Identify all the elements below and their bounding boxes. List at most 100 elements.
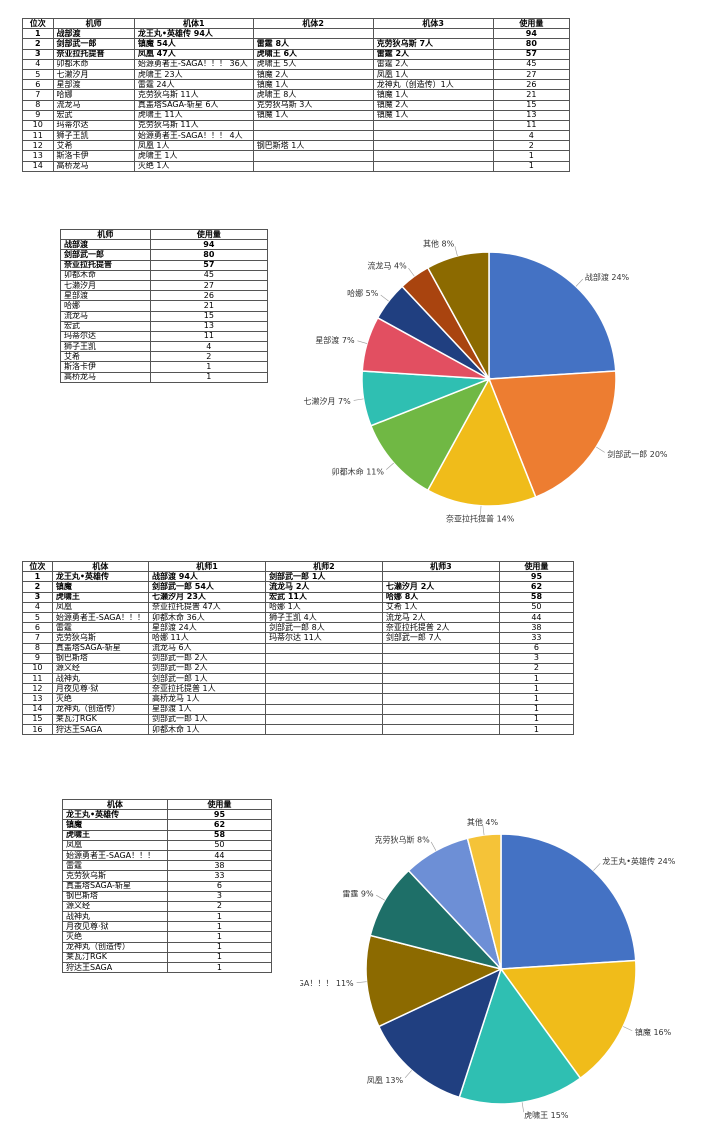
table-header-row: 机师 使用量 [60, 228, 269, 241]
table-cell: 1 [498, 713, 575, 726]
column-header: 使用量 [166, 798, 273, 811]
table-cell: 战神丸 [51, 673, 149, 685]
table-cell: 玛蒂尔达 [60, 330, 151, 343]
table-row: 6 星部渡 雷霆 24人 镇魔 1人 龙神丸（创造传）1人 26 [22, 79, 571, 91]
table-cell [372, 150, 494, 162]
table-row: 5 始源勇者王-SAGA！！！ 卯都木命 36人 狮子王凯 4人 流龙马 2人 44 [22, 611, 575, 624]
table-cell: 38 [498, 622, 575, 634]
table-cell: 50 [166, 839, 273, 851]
table-row: 15 莱瓦汀RGK 剑部武一郎 1人 1 [22, 713, 575, 726]
table-cell: 克劳狄乌斯 3人 [252, 99, 374, 111]
table-row: 12 月夜见尊·狱 奈亚拉托提普 1人 1 [22, 683, 575, 695]
table-cell: 龙神丸（创造传） [51, 703, 149, 715]
pie-leader-line [376, 894, 385, 901]
pie-slice-label: 七濑汐月 7% [303, 396, 351, 406]
table-row: 宏武 13 [60, 320, 269, 332]
pie-slice [365, 934, 504, 1028]
table-cell: 10 [22, 662, 53, 675]
table-row: 16 狩达王SAGA 卯都木命 1人 1 [22, 723, 575, 736]
table-cell: 5 [22, 68, 54, 81]
table-cell [372, 130, 494, 142]
table-cell: 剑部武一郎 7人 [381, 632, 500, 644]
table-cell: 剑部武一郎 2人 [147, 652, 267, 664]
table-cell: 1 [22, 571, 53, 583]
table-cell: 2 [166, 900, 273, 913]
table-cell: 奈亚拉托提普 [52, 48, 135, 60]
table-cell: 4 [149, 341, 269, 353]
table-row: 战神丸 1 [62, 911, 273, 923]
table-cell: 50 [498, 601, 575, 613]
table-cell: 战神丸 [62, 911, 168, 923]
table-cell [265, 642, 383, 654]
pie-leader-line [593, 863, 601, 871]
table-cell: 狮子王凯 4人 [265, 611, 383, 624]
table-row: 狩达王SAGA 1 [62, 961, 273, 974]
pie-slice-label: 其他 4% [467, 818, 499, 827]
pie-slice [426, 251, 490, 380]
table-cell: 钢巴斯塔 [62, 890, 168, 902]
table-cell: 2 [492, 140, 571, 152]
table-cell: 龙王丸•英雄传 [51, 571, 149, 583]
table-cell: 镇魔 54人 [133, 38, 254, 50]
table-cell: 哈娜 8人 [381, 591, 500, 603]
table-cell: 狩达王SAGA [62, 961, 168, 974]
table-row: 始源勇者王-SAGA！！！ 44 [62, 849, 273, 862]
table-cell [252, 160, 374, 172]
table-cell: 镇魔 [62, 819, 168, 831]
table-cell: 战部渡 [60, 239, 151, 251]
table-cell: 1 [492, 160, 571, 172]
pie-leader-line [430, 841, 437, 851]
table-cell: 16 [22, 723, 53, 736]
table-cell: 镇魔 2人 [252, 68, 374, 81]
table-cell: 克劳狄乌斯 [51, 632, 149, 644]
table-cell: 剑部武一郎 1人 [147, 673, 267, 685]
pie-leader-line [596, 446, 605, 453]
table-cell: 真盖塔SAGA-斩星 6人 [133, 99, 254, 111]
table-cell: 14 [22, 160, 54, 172]
table-cell: 流龙马 [52, 99, 135, 111]
table-row: 11 狮子王凯 始源勇者王-SAGA！！！ 4人 4 [22, 130, 571, 142]
table-cell: 94 [492, 28, 571, 40]
table-cell: 1 [498, 683, 575, 695]
table-cell: 高桥龙马 [60, 371, 151, 383]
table-cell: 33 [166, 870, 273, 882]
pie-slice-label: 奈亚拉托提普 14% [446, 514, 515, 524]
table-cell: 2 [498, 662, 575, 675]
pie-slice [499, 959, 637, 1080]
table-row: 剑部武一郎 80 [60, 249, 269, 261]
table-row: 3 奈亚拉托提普 凤凰 47人 虎啸王 6人 雷霆 2人 57 [22, 48, 571, 60]
table-row: 流龙马 15 [60, 310, 269, 322]
table-cell: 2 [22, 38, 54, 50]
table-cell: 雷霆 8人 [252, 38, 374, 50]
table-row: 卯都木命 45 [60, 269, 269, 281]
table-cell: 镇魔 1人 [252, 109, 374, 121]
table-cell [381, 703, 500, 715]
table-cell: 奈亚拉托提普 2人 [381, 622, 500, 634]
table-cell: 七濑汐月 2人 [381, 581, 500, 593]
table-cell [252, 150, 374, 162]
pie-leader-line [404, 1070, 412, 1078]
table-cell: 艾希 1人 [381, 601, 500, 613]
table-cell: 雷霆 2人 [372, 48, 494, 60]
table-cell [265, 673, 383, 685]
table-cell: 源义经 [62, 900, 168, 913]
table-cell: 1 [149, 361, 269, 373]
table-cell: 1 [166, 921, 273, 933]
table-row: 哈娜 21 [60, 300, 269, 312]
table-cell: 3 [166, 890, 273, 902]
table-cell: 龙王丸•英雄传 [62, 809, 168, 821]
table-cell [381, 713, 500, 726]
table-cell [381, 683, 500, 695]
table-cell: 21 [492, 89, 571, 101]
table-cell: 27 [492, 68, 571, 81]
table-cell: 星部渡 24人 [147, 622, 267, 634]
table-cell: 1 [149, 371, 269, 383]
table-cell: 流龙马 2人 [265, 581, 383, 593]
table-row: 真盖塔SAGA-斩星 6 [62, 880, 273, 892]
table-cell: 14 [22, 703, 53, 715]
table-row: 4 凤凰 奈亚拉托提普 47人 哈娜 1人 艾希 1人 50 [22, 601, 575, 613]
table-cell: 凤凰 1人 [372, 68, 494, 81]
column-header: 位次 [22, 560, 53, 573]
table-cell: 龙神丸（创造传） [62, 941, 168, 953]
table-cell: 11 [492, 119, 571, 132]
